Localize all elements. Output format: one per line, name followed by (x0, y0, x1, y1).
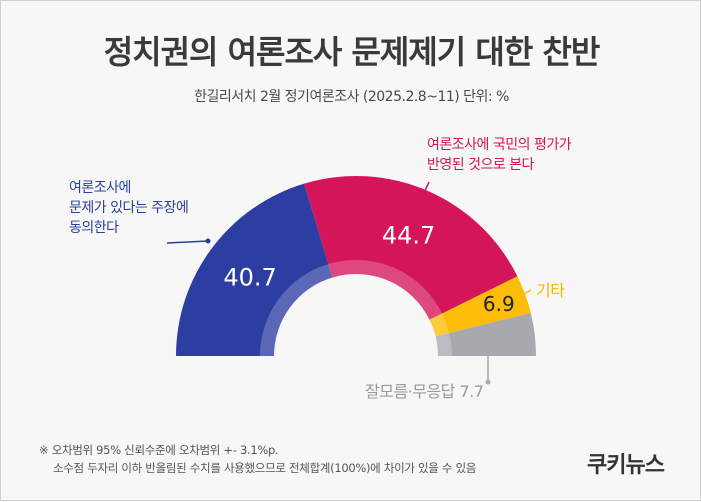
annotation-agree-line1: 여론조사에 (69, 180, 131, 196)
chart-subtitle: 한길리서치 2월 정기여론조사 (2025.2.8~11) 단위: % (194, 89, 509, 105)
slice-dont-know (435, 312, 536, 356)
footnote-line1: ※ 오차범위 95% 신뢰수준에 오차범위 +- 3.1%p. (39, 443, 279, 457)
annotation-reflected: 여론조사에 국민의 평가가 반영된 것으로 본다 (427, 135, 572, 175)
annotation-reflected-line1: 여론조사에 국민의 평가가 (427, 137, 572, 153)
publisher-logo: 쿠키뉴스 (587, 453, 665, 478)
slice-reflected (304, 175, 518, 320)
chart-title: 정치권의 여론조사 문제제기 대한 찬반 (103, 33, 601, 71)
value-label-other: 6.9 (483, 292, 515, 316)
leader-reflected-dot (420, 192, 426, 198)
value-label-reflected: 44.7 (382, 221, 435, 249)
slice-other (429, 276, 531, 337)
annotation-agree-line2: 문제가 있다는 주장에 (69, 200, 189, 216)
footnote-line2: 소수점 두자리 이하 반올림된 수치를 사용했으므로 전체합계(100%)에 차… (53, 461, 477, 475)
inner-highlight-ring (260, 260, 452, 356)
annotation-agree-line3: 동의한다 (69, 220, 119, 236)
annotation-agree: 여론조사에 문제가 있다는 주장에 동의한다 (69, 178, 189, 238)
slice-agree (176, 183, 333, 356)
value-label-agree: 40.7 (223, 264, 276, 292)
annotation-reflected-line2: 반영된 것으로 본다 (427, 157, 534, 173)
footnote: ※ 오차범위 95% 신뢰수준에 오차범위 +- 3.1%p. 소수점 두자리 … (39, 441, 476, 477)
leader-dont-know-dot (485, 379, 491, 385)
leader-other-dot (519, 292, 525, 298)
annotation-other: 기타 (536, 281, 565, 300)
leader-agree (166, 240, 209, 244)
leader-agree-dot (205, 238, 211, 244)
annotation-dont-know: 잘모름·무응답 7.7 (365, 382, 484, 401)
